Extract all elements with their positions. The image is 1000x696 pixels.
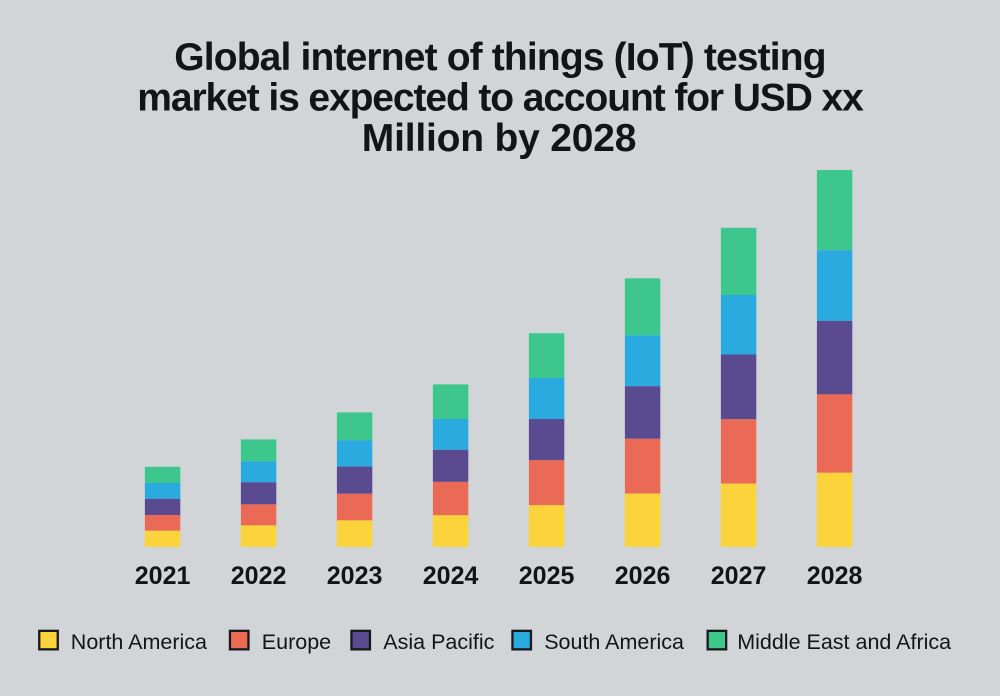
svg-text:Million by 2028: Million by 2028 (362, 117, 636, 160)
svg-text:2024: 2024 (423, 562, 479, 590)
svg-text:2025: 2025 (519, 562, 575, 590)
svg-text:Asia Pacific: Asia Pacific (383, 630, 494, 654)
svg-text:Middle East and Africa: Middle East and Africa (737, 630, 951, 654)
svg-text:2028: 2028 (807, 562, 863, 590)
svg-text:2023: 2023 (327, 562, 383, 590)
svg-text:South America: South America (544, 630, 684, 654)
svg-text:2022: 2022 (231, 562, 287, 590)
svg-text:North America: North America (71, 630, 207, 654)
svg-text:Europe: Europe (262, 630, 331, 654)
svg-text:2026: 2026 (615, 562, 671, 590)
svg-text:market is expected to account: market is expected to account for USD xx (137, 77, 864, 120)
svg-text:2021: 2021 (135, 562, 191, 590)
svg-text:Global internet of things (IoT: Global internet of things (IoT) testing (174, 36, 825, 79)
svg-text:2027: 2027 (711, 562, 767, 590)
